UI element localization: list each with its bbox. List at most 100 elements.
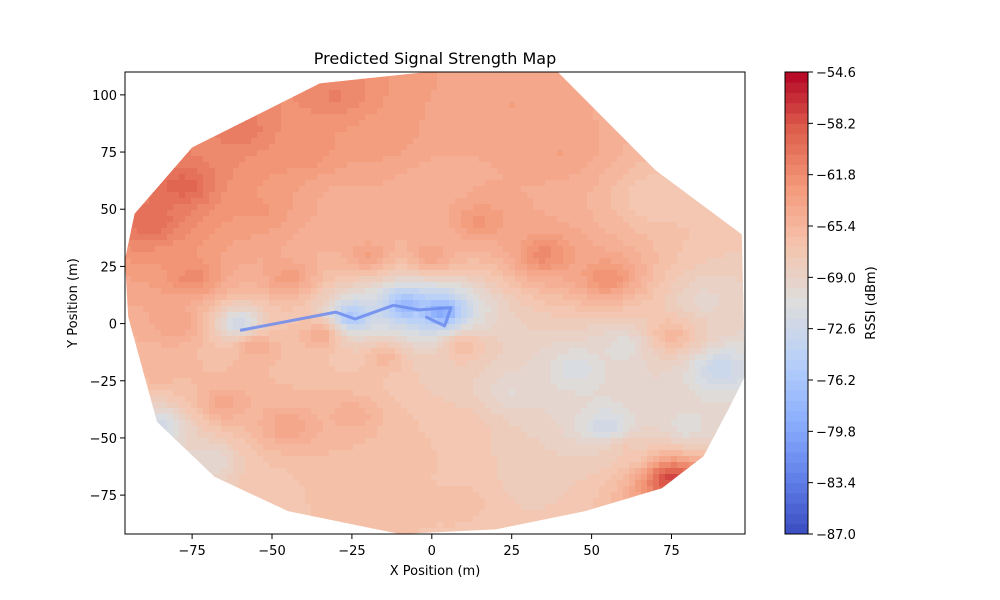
- heatmap-cell: [467, 204, 474, 211]
- heatmap-cell: [677, 174, 684, 181]
- heatmap-cell: [605, 144, 612, 151]
- heatmap-cell: [389, 264, 396, 271]
- heatmap-cell: [359, 282, 366, 289]
- heatmap-cell: [383, 210, 390, 217]
- heatmap-cell: [719, 90, 726, 97]
- heatmap-cell: [515, 204, 522, 211]
- heatmap-cell: [359, 126, 366, 133]
- heatmap-cell: [377, 138, 384, 145]
- heatmap-cell: [467, 270, 474, 277]
- heatmap-cell: [401, 342, 408, 349]
- heatmap-cell: [215, 156, 222, 163]
- heatmap-cell: [671, 102, 678, 109]
- heatmap-cell: [257, 210, 264, 217]
- heatmap-cell: [179, 258, 186, 265]
- heatmap-cell: [311, 186, 318, 193]
- heatmap-cell: [725, 144, 732, 151]
- heatmap-cell: [539, 186, 546, 193]
- heatmap-cell: [245, 156, 252, 163]
- heatmap-cell: [461, 102, 468, 109]
- heatmap-cell: [623, 132, 630, 139]
- heatmap-cell: [545, 138, 552, 145]
- heatmap-cell: [377, 330, 384, 337]
- heatmap-cell: [347, 180, 354, 187]
- heatmap-cell: [137, 90, 144, 97]
- heatmap-cell: [743, 180, 745, 187]
- heatmap-cell: [377, 312, 384, 319]
- heatmap-cell: [275, 288, 282, 295]
- heatmap-cell: [677, 336, 684, 343]
- heatmap-cell: [401, 102, 408, 109]
- heatmap-cell: [197, 234, 204, 241]
- heatmap-cell: [347, 252, 354, 259]
- heatmap-cell: [407, 342, 414, 349]
- heatmap-cell: [395, 150, 402, 157]
- heatmap-cell: [461, 288, 468, 295]
- heatmap-cell: [587, 102, 594, 109]
- heatmap-cell: [203, 252, 210, 259]
- heatmap-cell: [491, 330, 498, 337]
- heatmap-cell: [347, 162, 354, 169]
- heatmap-cell: [251, 288, 258, 295]
- heatmap-cell: [533, 198, 540, 205]
- heatmap-cell: [317, 264, 324, 271]
- heatmap-cell: [479, 264, 486, 271]
- heatmap-cell: [719, 300, 726, 307]
- heatmap-cell: [359, 348, 366, 355]
- heatmap-cell: [611, 150, 618, 157]
- heatmap-cell: [521, 348, 528, 355]
- heatmap-cell: [713, 96, 720, 103]
- heatmap-cell: [461, 156, 468, 163]
- heatmap-cell: [503, 246, 510, 253]
- heatmap-cell: [251, 180, 258, 187]
- heatmap-cell: [707, 174, 714, 181]
- heatmap-cell: [179, 126, 186, 133]
- heatmap-cell: [431, 300, 438, 307]
- heatmap-cell: [389, 288, 396, 295]
- heatmap-cell: [317, 342, 324, 349]
- heatmap-cell: [353, 276, 360, 283]
- heatmap-cell: [671, 114, 678, 121]
- heatmap-cell: [233, 288, 240, 295]
- heatmap-cell: [305, 126, 312, 133]
- heatmap-cell: [419, 162, 426, 169]
- heatmap-cell: [713, 198, 720, 205]
- heatmap-cell: [449, 222, 456, 229]
- heatmap-cell: [293, 252, 300, 259]
- heatmap-cell: [383, 270, 390, 277]
- heatmap-cell: [143, 84, 150, 91]
- heatmap-cell: [371, 252, 378, 259]
- heatmap-cell: [251, 270, 258, 277]
- heatmap-cell: [257, 342, 264, 349]
- heatmap-cell: [305, 156, 312, 163]
- heatmap-cell: [377, 258, 384, 265]
- heatmap-cell: [581, 282, 588, 289]
- heatmap-cell: [659, 354, 666, 361]
- heatmap-cell: [365, 162, 372, 169]
- heatmap-cell: [407, 354, 414, 361]
- heatmap-cell: [173, 84, 180, 91]
- heatmap-cell: [395, 204, 402, 211]
- heatmap-cell: [737, 168, 744, 175]
- heatmap-cell: [743, 264, 745, 271]
- heatmap-cell: [431, 246, 438, 253]
- heatmap-cell: [491, 72, 498, 79]
- heatmap-cell: [665, 306, 672, 313]
- heatmap-cell: [263, 228, 270, 235]
- heatmap-cell: [323, 210, 330, 217]
- heatmap-cell: [155, 168, 162, 175]
- heatmap-cell: [293, 72, 300, 79]
- heatmap-cell: [269, 336, 276, 343]
- heatmap-cell: [143, 258, 150, 265]
- heatmap-cell: [323, 300, 330, 307]
- heatmap-cell: [491, 114, 498, 121]
- heatmap-cell: [359, 90, 366, 97]
- heatmap-cell: [167, 270, 174, 277]
- heatmap-cell: [245, 300, 252, 307]
- heatmap-cell: [581, 324, 588, 331]
- heatmap-cell: [539, 120, 546, 127]
- heatmap-cell: [599, 324, 606, 331]
- heatmap-cell: [527, 234, 534, 241]
- heatmap-cell: [593, 342, 600, 349]
- heatmap-cell: [515, 252, 522, 259]
